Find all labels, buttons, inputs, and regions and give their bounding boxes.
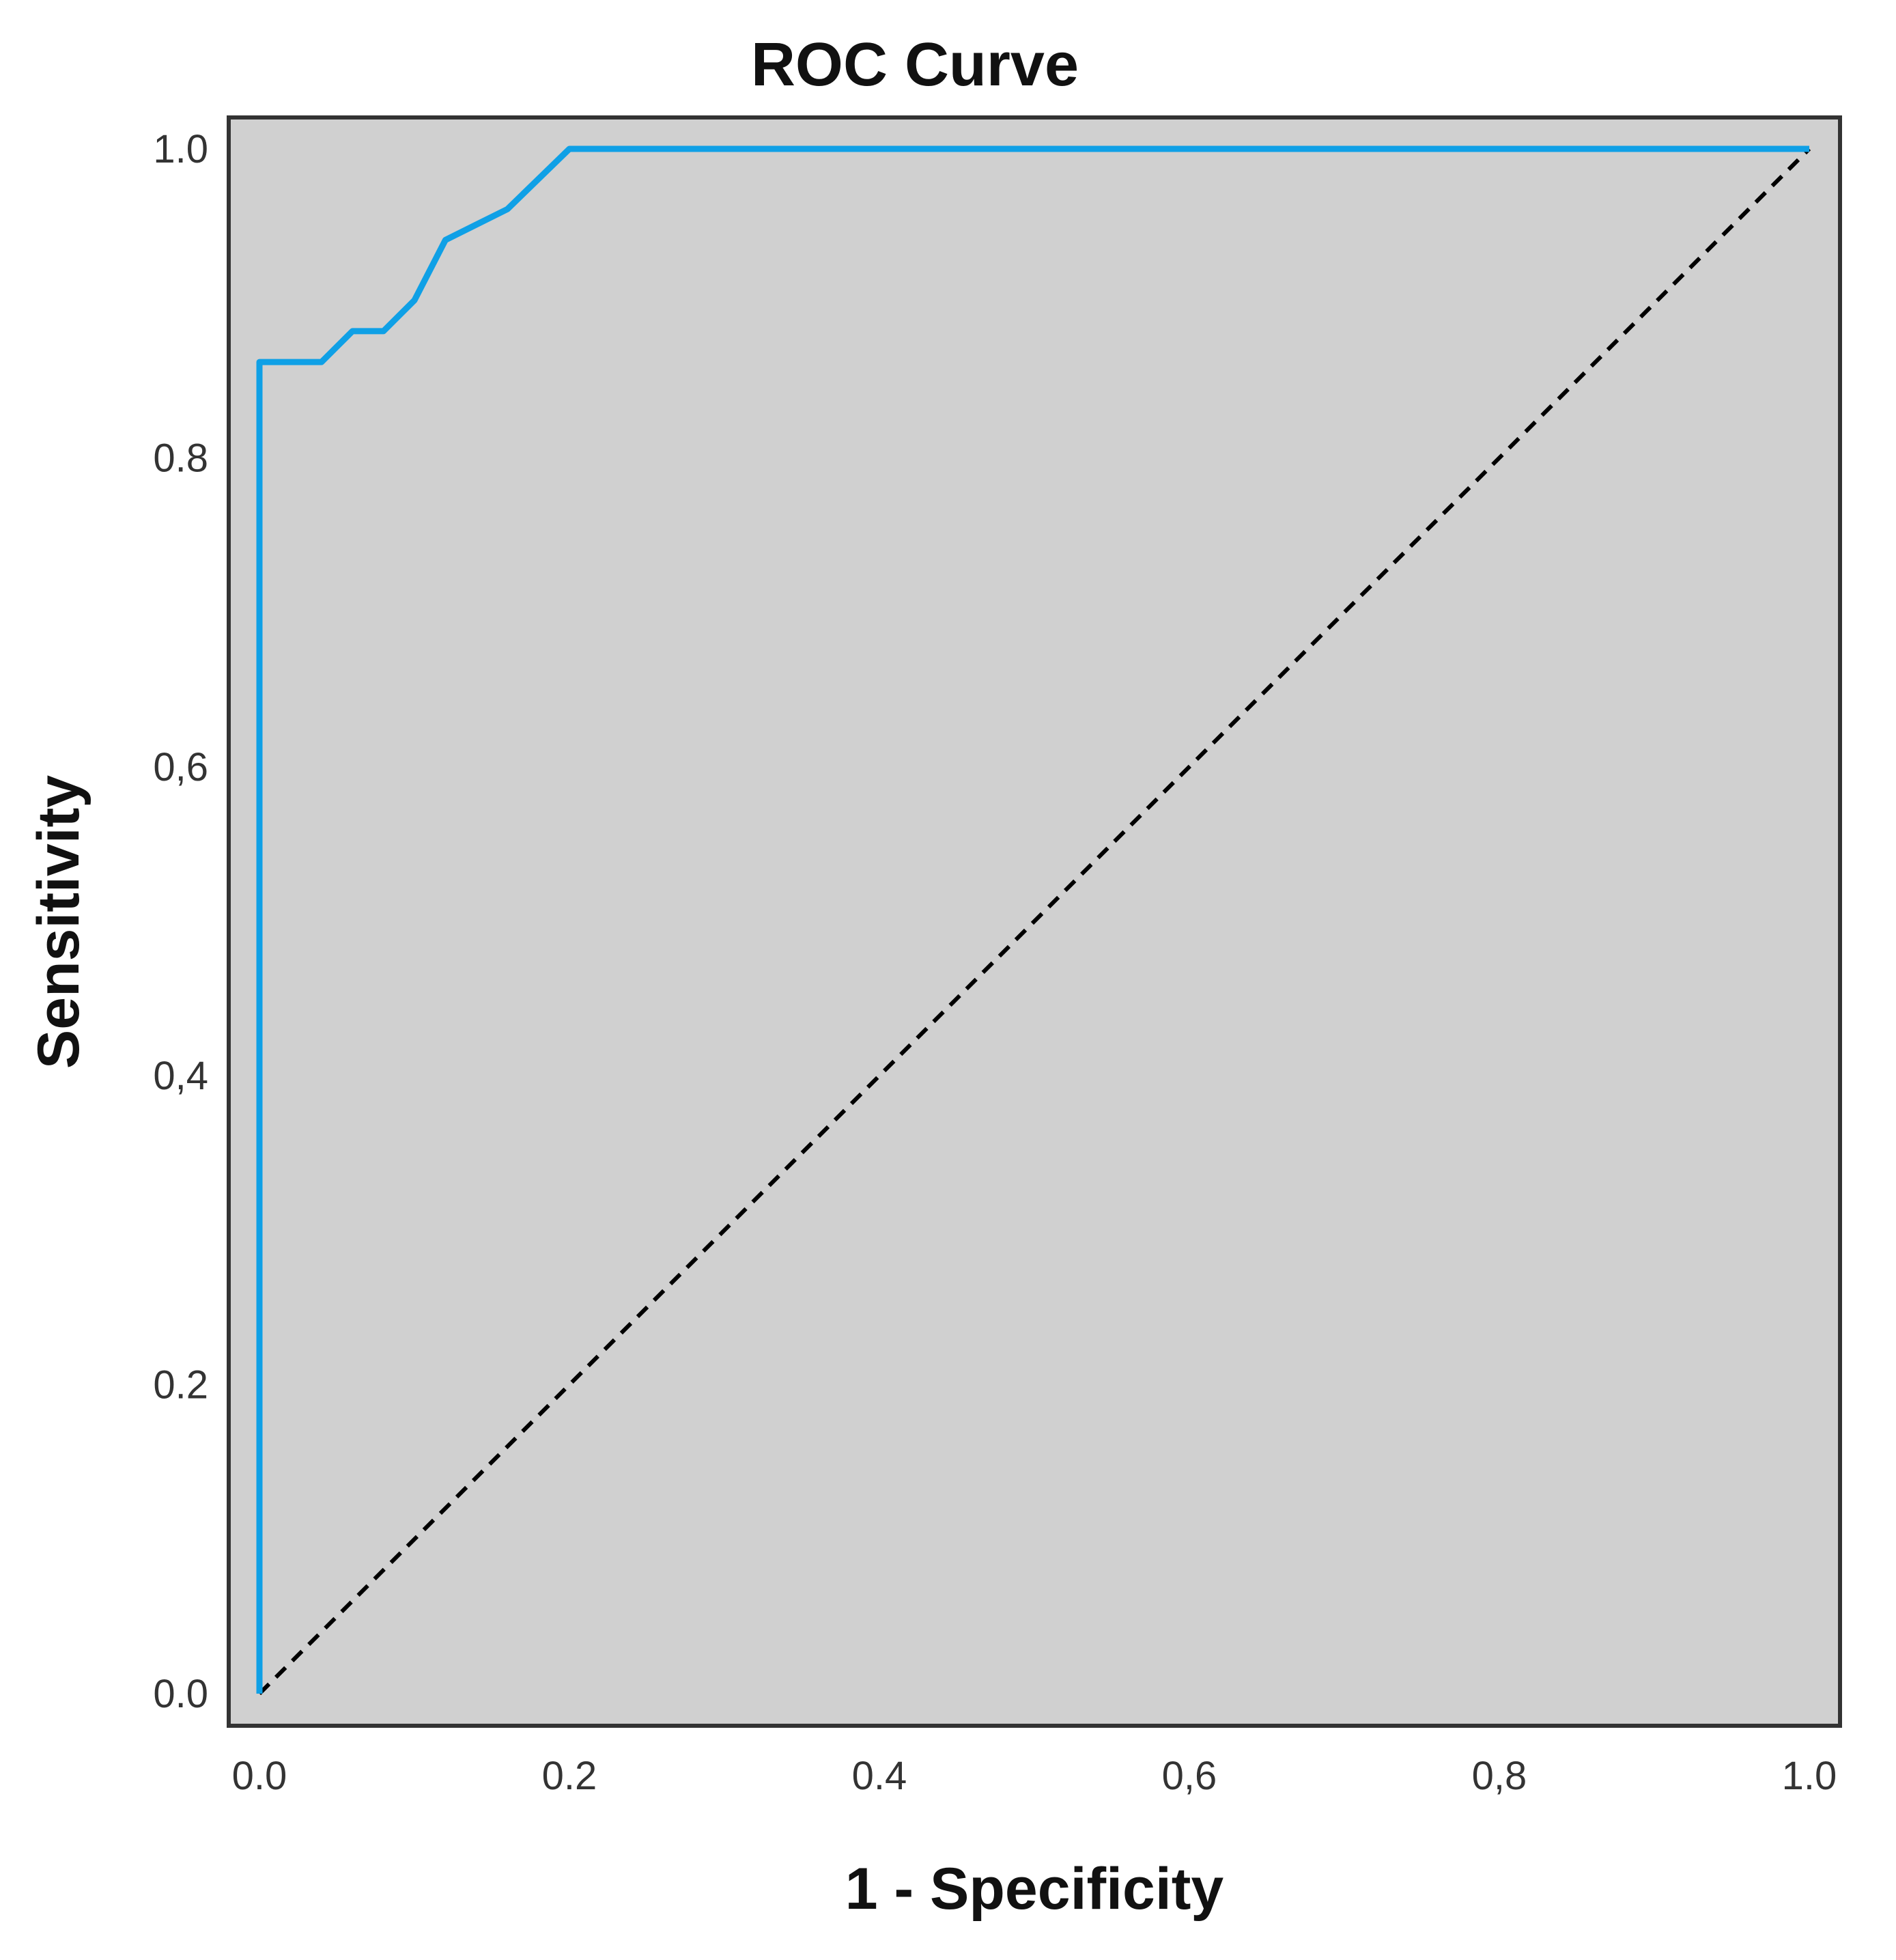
y-tick-label: 0,4 xyxy=(153,1054,208,1098)
x-tick-label: 0.0 xyxy=(232,1754,287,1798)
y-tick-label: 0.8 xyxy=(153,436,208,480)
x-tick-label: 0,8 xyxy=(1472,1754,1527,1798)
chart-marks xyxy=(256,145,1811,1696)
y-tick-label: 0.2 xyxy=(153,1363,208,1408)
y-tick-label: 1.0 xyxy=(153,127,208,171)
x-tick-label: 0.4 xyxy=(852,1754,907,1798)
reference-diagonal-line xyxy=(257,147,1811,1696)
chart-title: ROC Curve xyxy=(751,31,1079,99)
y-tick-label: 0.0 xyxy=(153,1672,208,1716)
roc-curve-line xyxy=(256,145,1809,1694)
y-axis-title: Sensitivity xyxy=(26,775,91,1069)
x-tick-label: 1.0 xyxy=(1782,1754,1837,1798)
x-tick-label: 0.2 xyxy=(542,1754,597,1798)
x-axis-title: 1 - Specificity xyxy=(845,1856,1224,1922)
y-tick-label: 0,6 xyxy=(153,745,208,789)
axis-ticks: 0.0 0.2 0.4 0,6 0,8 1.0 0.0 0.2 0,4 0,6 0.8 1.0 xyxy=(153,127,1837,1798)
x-tick-label: 0,6 xyxy=(1162,1754,1217,1798)
